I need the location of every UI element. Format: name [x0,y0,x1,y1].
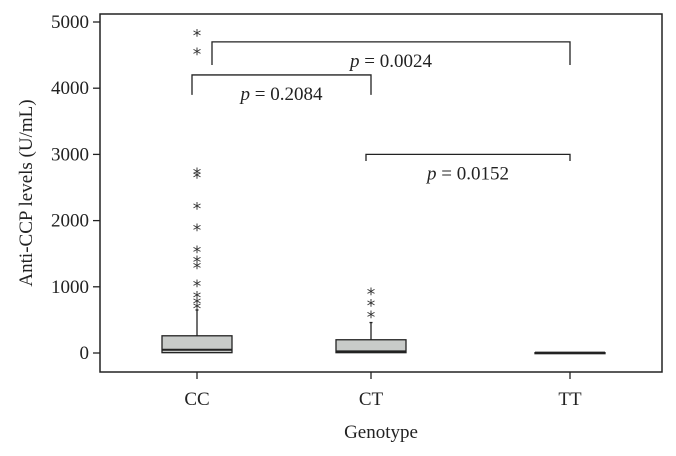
p-value-label: p = 0.2084 [239,84,323,105]
y-axis: 0 1000 2000 3000 4000 5000 [51,12,100,364]
y-tick-label: 5000 [51,12,89,33]
outlier-marker: * [193,45,202,65]
outlier-marker: * [193,165,202,185]
box-ct: *** [335,285,407,354]
x-tick-label: CC [184,389,209,410]
comparison-brackets: p = 0.0024 p = 0.2084 p = 0.0152 [191,41,571,184]
x-axis-title: Genotype [344,422,418,443]
box-body [161,335,233,354]
outlier-marker: * [367,297,376,317]
x-tick-label: CT [359,389,384,410]
box-body [335,339,407,354]
y-tick-label: 3000 [51,144,89,165]
outlier-marker: * [193,27,202,47]
outlier-marker: * [193,168,202,188]
outlier-marker: * [193,199,202,219]
outlier-marker: * [193,299,202,319]
y-tick-label: 2000 [51,211,89,232]
outlier-marker: * [193,243,202,263]
outlier-marker: * [367,285,376,305]
boxes-layer: **************** [161,27,606,355]
outlier-marker: * [193,295,202,315]
bracket-line [211,41,571,66]
outlier-marker: * [367,308,376,328]
comparison-bracket: p = 0.2084 [191,74,372,105]
bracket-line [191,74,372,95]
p-value-label: p = 0.0024 [348,51,432,72]
x-tick-label: TT [558,389,582,410]
y-tick-label: 1000 [51,277,89,298]
outlier-marker: * [193,277,202,297]
outlier-marker: * [193,289,202,309]
box-tt [534,351,606,355]
plot-frame [99,13,663,373]
comparison-bracket: p = 0.0152 [365,153,571,184]
comparison-bracket: p = 0.0024 [211,41,571,72]
y-tick-label: 0 [80,343,90,364]
outlier-marker: * [193,259,202,279]
x-axis: CC CT TT [184,372,582,410]
p-value-label: p = 0.0152 [425,163,509,184]
y-axis-title: Anti-CCP levels (U/mL) [16,99,37,286]
outlier-marker: * [193,221,202,241]
outlier-marker: * [193,253,202,273]
box-cc: ************* [161,27,233,354]
y-tick-label: 4000 [51,78,89,99]
bracket-line [365,153,571,162]
